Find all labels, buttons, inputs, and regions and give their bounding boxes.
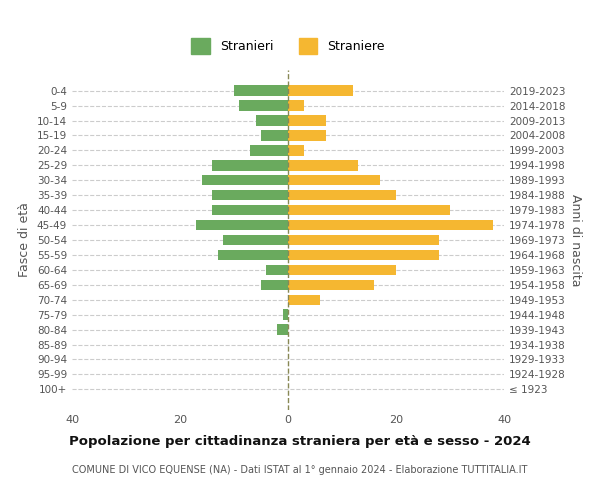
Bar [212,205,288,216]
Bar [288,145,304,156]
Bar [261,130,288,140]
Bar [250,145,288,156]
Bar [283,310,288,320]
Bar [266,264,288,275]
Bar [288,160,358,170]
Bar [261,280,288,290]
Bar [288,235,439,245]
Bar [288,294,320,305]
Bar [239,100,288,111]
Bar [218,250,288,260]
Bar [234,86,288,96]
Bar [288,280,374,290]
Bar [212,160,288,170]
Text: Popolazione per cittadinanza straniera per età e sesso - 2024: Popolazione per cittadinanza straniera p… [69,435,531,448]
Bar [288,220,493,230]
Y-axis label: Anni di nascita: Anni di nascita [569,194,582,286]
Bar [288,86,353,96]
Legend: Stranieri, Straniere: Stranieri, Straniere [185,32,391,60]
Bar [223,235,288,245]
Bar [288,116,326,126]
Bar [196,220,288,230]
Bar [256,116,288,126]
Bar [277,324,288,335]
Bar [288,250,439,260]
Bar [288,100,304,111]
Bar [288,205,450,216]
Bar [288,130,326,140]
Y-axis label: Fasce di età: Fasce di età [19,202,31,278]
Bar [288,175,380,186]
Bar [202,175,288,186]
Text: COMUNE DI VICO EQUENSE (NA) - Dati ISTAT al 1° gennaio 2024 - Elaborazione TUTTI: COMUNE DI VICO EQUENSE (NA) - Dati ISTAT… [73,465,527,475]
Bar [212,190,288,200]
Bar [288,190,396,200]
Bar [288,264,396,275]
